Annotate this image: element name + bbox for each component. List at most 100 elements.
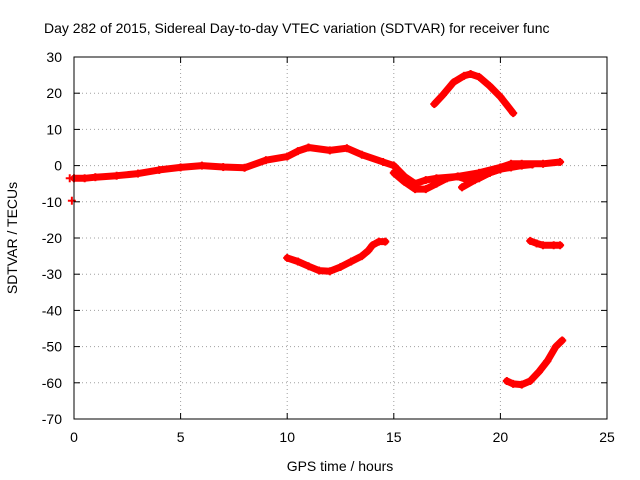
data-point: [325, 146, 334, 155]
data-point: [509, 109, 518, 118]
data-point: [357, 150, 366, 159]
y-tick-label: -30: [42, 266, 62, 282]
data-point: [283, 152, 292, 161]
data-point: [460, 71, 469, 80]
x-tick-label: 15: [386, 429, 402, 445]
data-point: [67, 196, 76, 205]
data-point: [389, 161, 398, 170]
data-point: [336, 262, 345, 271]
y-tick-label: -10: [42, 194, 62, 210]
data-point: [293, 147, 302, 156]
data-series: [65, 70, 567, 389]
data-point: [539, 159, 548, 168]
data-point: [496, 165, 505, 174]
data-point: [176, 163, 185, 172]
x-tick-label: 0: [70, 429, 78, 445]
series-right-short: [526, 236, 565, 250]
y-tick-label: 30: [46, 49, 62, 65]
data-point: [197, 161, 206, 170]
data-point: [496, 92, 505, 101]
data-point: [470, 176, 479, 185]
data-point: [534, 367, 543, 376]
x-tick-label: 25: [599, 429, 615, 445]
data-point: [304, 262, 313, 271]
data-point: [507, 163, 516, 172]
data-point: [543, 357, 552, 366]
y-axis-label: SDTVAR / TECUs: [4, 182, 20, 294]
data-point: [509, 379, 518, 388]
data-point: [91, 173, 100, 182]
y-tick-label: -50: [42, 339, 62, 355]
data-point: [528, 160, 537, 169]
data-point: [517, 161, 526, 170]
data-point: [411, 185, 420, 194]
data-point: [133, 169, 142, 178]
data-point: [532, 239, 541, 248]
data-point: [449, 78, 458, 87]
data-point: [432, 179, 441, 188]
y-tick-label: 20: [46, 85, 62, 101]
data-point: [421, 185, 430, 194]
y-tick-label: 0: [54, 158, 62, 174]
series-bottom-arc: [502, 336, 567, 389]
data-point: [381, 237, 390, 246]
series-main-track: [70, 143, 565, 188]
y-tick-label: -40: [42, 302, 62, 318]
x-tick-label: 5: [177, 429, 185, 445]
data-point: [556, 157, 565, 166]
data-point: [342, 144, 351, 153]
x-tick-label: 20: [493, 429, 509, 445]
data-point: [240, 163, 249, 172]
data-point: [526, 376, 535, 385]
data-point: [485, 168, 494, 177]
data-point: [368, 241, 377, 250]
data-point: [379, 157, 388, 166]
data-point: [261, 156, 270, 165]
data-point: [539, 241, 548, 250]
data-point: [556, 241, 565, 250]
y-tick-label: -60: [42, 375, 62, 391]
data-point: [485, 81, 494, 90]
series-upper-arc: [430, 70, 518, 118]
series-lower-arc: [283, 237, 390, 276]
data-point: [453, 172, 462, 181]
data-point: [400, 177, 409, 186]
chart-title: Day 282 of 2015, Sidereal Day-to-day VTE…: [44, 20, 550, 36]
data-point: [421, 176, 430, 185]
y-tick-label: -20: [42, 230, 62, 246]
x-axis-label: GPS time / hours: [287, 458, 394, 474]
data-point: [475, 72, 484, 81]
series-crossing-track: [458, 160, 537, 192]
data-point: [283, 253, 292, 262]
data-point: [65, 174, 74, 183]
data-point: [517, 380, 526, 389]
y-tick-label: -70: [42, 411, 62, 427]
data-point: [389, 168, 398, 177]
data-point: [325, 267, 334, 276]
data-point: [558, 336, 567, 345]
data-point: [347, 257, 356, 266]
grid-lines: [74, 57, 607, 419]
x-tick-label: 10: [279, 429, 295, 445]
axis-ticks: 0 5 10 15 20 25 30 20 10 0 -10 -20 -30 -40 -50 -60 -70: [42, 49, 615, 445]
data-point: [364, 246, 373, 255]
data-point: [293, 257, 302, 266]
data-point: [443, 174, 452, 183]
data-point: [112, 171, 121, 180]
data-point: [430, 100, 439, 109]
series-left-dot-b: [67, 196, 76, 205]
data-point: [357, 252, 366, 261]
series-left-dot-a: [65, 174, 74, 183]
data-point: [80, 174, 89, 183]
data-point: [458, 183, 467, 192]
data-point: [315, 266, 324, 275]
data-point: [155, 165, 164, 174]
data-point: [502, 376, 511, 385]
data-point: [438, 91, 447, 100]
data-point: [466, 70, 475, 79]
y-tick-label: 10: [46, 121, 62, 137]
data-point: [304, 143, 313, 152]
data-point: [551, 342, 560, 351]
data-point: [219, 163, 228, 172]
